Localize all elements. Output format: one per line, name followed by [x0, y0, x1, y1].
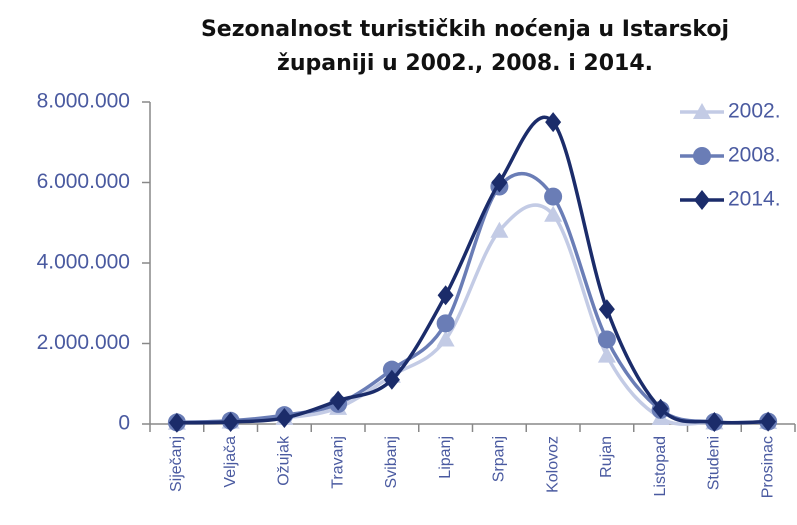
x-tick-label: Rujan — [598, 436, 615, 478]
data-point — [222, 411, 239, 432]
x-tick-label: Ožujak — [276, 435, 293, 486]
y-tick-label: 6.000.000 — [37, 170, 130, 193]
data-point — [437, 285, 454, 306]
chart-title: Sezonalnost turističkih noćenja u Istars… — [201, 17, 729, 42]
data-point — [491, 172, 508, 193]
legend-label: 2014. — [728, 188, 781, 211]
data-point — [652, 398, 669, 419]
legend-marker — [693, 103, 711, 119]
legend-label: 2002. — [728, 100, 781, 123]
y-tick-label: 0 — [118, 412, 130, 435]
x-tick-label: Veljača — [222, 436, 239, 488]
y-tick-label: 8.000.000 — [37, 90, 130, 113]
data-point — [760, 411, 777, 432]
data-point — [597, 346, 616, 363]
x-tick-label: Siječanj — [168, 436, 185, 492]
x-tick-label: Lipanj — [437, 436, 454, 479]
data-point — [436, 314, 455, 333]
data-point — [168, 412, 185, 433]
x-tick-label: Travanj — [329, 436, 346, 489]
legend-label: 2008. — [728, 144, 781, 167]
x-tick-label: Kolovoz — [544, 436, 561, 493]
series-line — [176, 115, 769, 425]
x-tick-label: Svibanj — [383, 436, 400, 488]
x-tick-label: Srpanj — [491, 436, 508, 482]
data-point — [544, 205, 563, 222]
data-point — [545, 112, 562, 133]
data-point — [597, 330, 616, 349]
data-point — [330, 390, 347, 411]
x-tick-label: Studeni — [706, 436, 723, 490]
y-tick-label: 2.000.000 — [37, 331, 130, 354]
series-line — [176, 171, 769, 425]
x-tick-label: Listopad — [652, 436, 669, 497]
data-point — [490, 221, 509, 238]
data-point — [544, 187, 563, 206]
x-tick-label: Prosinac — [759, 436, 776, 498]
data-point — [276, 407, 293, 428]
legend-marker — [694, 190, 710, 210]
data-point — [598, 299, 615, 320]
data-point — [436, 330, 455, 347]
legend-marker — [693, 147, 711, 165]
data-point — [706, 411, 723, 432]
chart-title: županiji u 2002., 2008. i 2014. — [277, 51, 653, 76]
data-point — [383, 369, 400, 390]
y-tick-label: 4.000.000 — [37, 251, 130, 274]
